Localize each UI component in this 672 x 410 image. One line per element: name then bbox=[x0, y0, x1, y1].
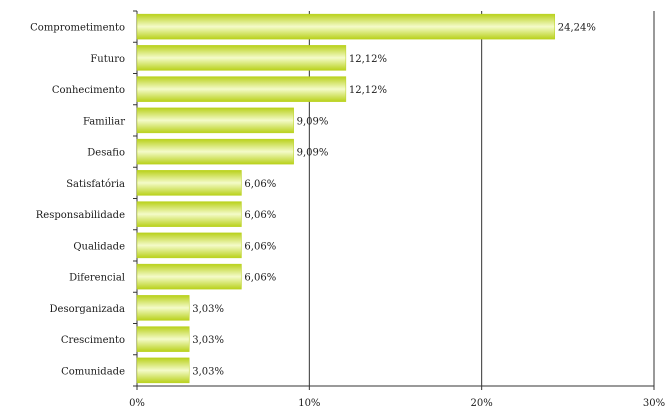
bar bbox=[136, 76, 347, 102]
data-label: 9,09% bbox=[297, 148, 329, 159]
category-label: Crescimento bbox=[61, 335, 125, 346]
bar bbox=[136, 232, 242, 259]
category-label: Desafio bbox=[87, 148, 125, 159]
x-tick-label: 20% bbox=[471, 398, 493, 409]
category-label: Diferencial bbox=[69, 273, 125, 284]
category-label: Qualidade bbox=[73, 241, 125, 252]
x-tick-label: 30% bbox=[643, 398, 665, 409]
labels: 0% 10% 20% 30% Comprometimento 24,24% Futuro 12… bbox=[30, 23, 665, 409]
data-label: 6,06% bbox=[244, 241, 276, 252]
bar bbox=[136, 263, 242, 290]
bar bbox=[136, 170, 242, 196]
category-label: Comunidade bbox=[61, 366, 125, 377]
bar bbox=[136, 357, 190, 384]
category-label: Responsabilidade bbox=[36, 210, 125, 221]
data-label: 12,12% bbox=[349, 54, 387, 65]
data-label: 3,03% bbox=[192, 304, 224, 315]
x-tick-label: 0% bbox=[129, 398, 145, 409]
bar bbox=[136, 201, 242, 227]
bars bbox=[136, 13, 555, 384]
data-label: 6,06% bbox=[244, 273, 276, 284]
category-label: Conhecimento bbox=[52, 85, 125, 96]
data-label: 6,06% bbox=[244, 179, 276, 190]
bar bbox=[136, 107, 294, 134]
data-label: 24,24% bbox=[558, 23, 596, 34]
bar bbox=[136, 13, 555, 40]
data-label: 12,12% bbox=[349, 85, 387, 96]
category-label: Comprometimento bbox=[30, 23, 125, 34]
category-label: Desorganizada bbox=[50, 304, 126, 315]
category-label: Familiar bbox=[83, 116, 125, 127]
data-label: 3,03% bbox=[192, 366, 224, 377]
bar bbox=[136, 326, 190, 352]
category-label: Satisfatória bbox=[66, 179, 125, 190]
category-label: Futuro bbox=[90, 54, 125, 65]
data-label: 3,03% bbox=[192, 335, 224, 346]
data-label: 9,09% bbox=[297, 116, 329, 127]
bar bbox=[136, 295, 190, 321]
bar bbox=[136, 138, 294, 165]
data-label: 6,06% bbox=[244, 210, 276, 221]
bar bbox=[136, 45, 347, 71]
x-tick-label: 10% bbox=[298, 398, 320, 409]
